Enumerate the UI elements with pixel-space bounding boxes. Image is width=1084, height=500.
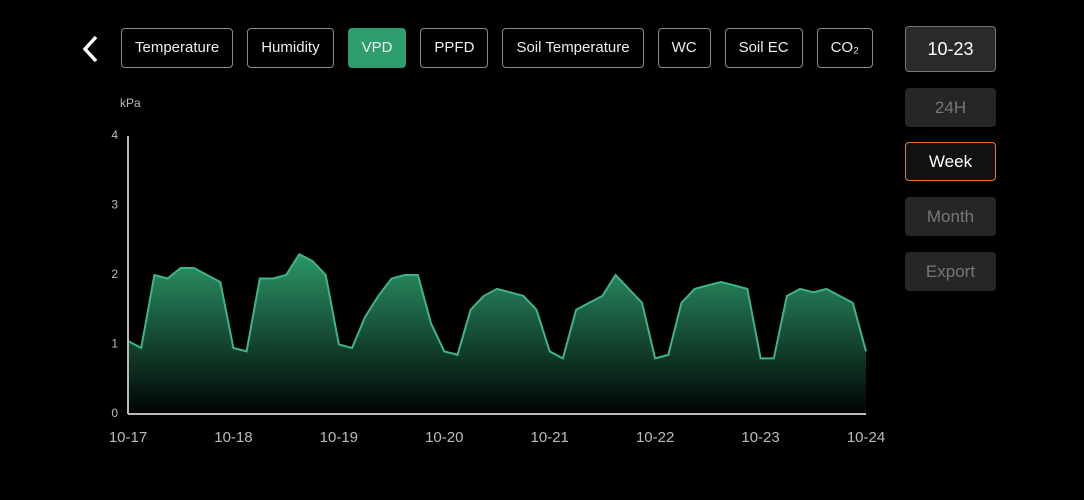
tab[interactable]: Humidity: [247, 28, 334, 68]
x-tick-label: 10-23: [741, 429, 779, 446]
x-tick-label: 10-20: [425, 429, 463, 446]
area-line: [127, 252, 867, 360]
x-tick-label: 10-24: [847, 429, 885, 446]
x-tick-label: 10-19: [320, 429, 358, 446]
tab-active[interactable]: VPD: [347, 28, 407, 68]
x-tick-label: 10-21: [531, 429, 569, 446]
area-fill: [128, 254, 866, 414]
y-axis-label: kPa: [120, 96, 141, 110]
export-button[interactable]: Export: [905, 252, 996, 291]
tab[interactable]: PPFD: [420, 28, 489, 68]
tab-bar: Temperature Humidity VPD PPFD Soil Tempe…: [121, 28, 873, 68]
y-tick-label: 1: [111, 337, 118, 351]
tab[interactable]: CO₂: [816, 28, 873, 68]
y-tick-label: 2: [111, 267, 118, 281]
y-tick-label: 4: [111, 128, 118, 142]
x-tick-label: 10-22: [636, 429, 674, 446]
range-button[interactable]: 24H: [905, 88, 996, 127]
y-tick-label: 0: [111, 406, 118, 420]
tab[interactable]: WC: [657, 28, 711, 68]
x-tick-label: 10-18: [214, 429, 252, 446]
x-tick-label: 10-17: [109, 429, 147, 446]
back-button[interactable]: [80, 34, 100, 64]
date-button[interactable]: 10-23: [905, 26, 996, 72]
y-tick-label: 3: [111, 198, 118, 212]
tab[interactable]: Temperature: [121, 28, 234, 68]
range-button-active[interactable]: Week: [905, 142, 996, 181]
tab[interactable]: Soil Temperature: [502, 28, 644, 68]
chart: kPa 0 1 2 3 4 10-17 10-18 10-19 10-20 10-21 10-22 1…: [109, 96, 885, 446]
tab[interactable]: Soil EC: [724, 28, 803, 68]
range-button[interactable]: Month: [905, 197, 996, 236]
